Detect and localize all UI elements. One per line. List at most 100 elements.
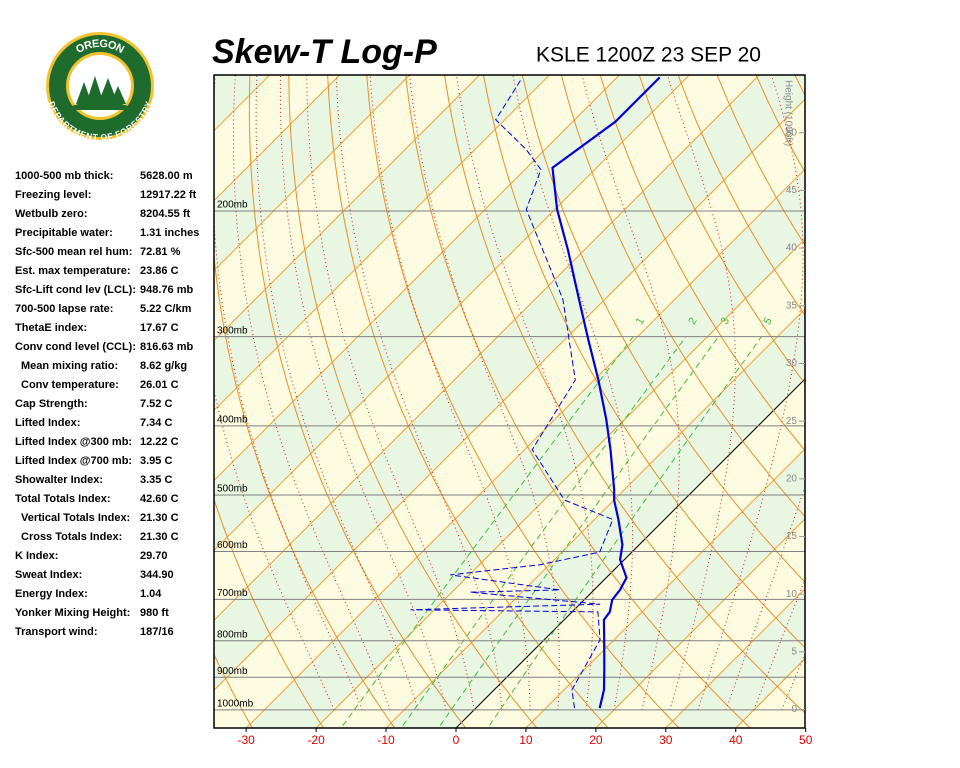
isotherm-band <box>214 75 805 691</box>
dry-adiabat <box>288 75 538 728</box>
dry-adiabat <box>560 75 805 518</box>
dry-adiabat <box>638 75 805 385</box>
index-label: Sfc-Lift cond lev (LCL): <box>15 284 136 296</box>
isotherm <box>665 588 805 728</box>
x-tick-label: -10 <box>377 733 395 747</box>
y-tick-label: 600mb <box>217 540 248 551</box>
axes: 1000mb 900mb 800mb 700mb 600mb 500mb 400mb 300m… <box>217 80 813 747</box>
index-label: Lifted Index @700 mb: <box>15 455 132 467</box>
index-value: 26.01 C <box>140 379 179 391</box>
index-value: 344.90 <box>140 569 174 581</box>
index-value: 5628.00 m <box>140 170 193 182</box>
logo-top-text: OREGON <box>74 38 126 56</box>
index-label: Sfc-500 mean rel hum: <box>15 246 132 258</box>
dry-adiabat <box>482 75 805 649</box>
index-value: 23.86 C <box>140 265 179 277</box>
isotherm <box>385 308 805 728</box>
height-tick-label: 35 <box>786 300 798 311</box>
y-tick-label: 1000mb <box>217 699 254 710</box>
height-axis-label: Height (1000ft) <box>782 80 793 146</box>
y-tick-label: 300mb <box>217 325 248 336</box>
moist-adiabat <box>214 388 335 711</box>
index-value: 8204.55 ft <box>140 208 190 220</box>
moist-adiabat <box>369 75 531 710</box>
index-value: 21.30 C <box>140 512 179 524</box>
logo: OREGON DEPARTMENT OF FORESTRY <box>46 32 154 142</box>
index-label: Cap Strength: <box>15 398 88 410</box>
dry-adiabat <box>214 252 396 728</box>
dry-adiabat <box>922 26 960 734</box>
index-value: 3.35 C <box>140 474 172 486</box>
dry-adiabat <box>327 75 609 728</box>
index-value: 1.04 <box>140 588 162 600</box>
y-tick-label: 800mb <box>217 629 248 640</box>
dry-adiabat <box>366 75 680 728</box>
chart-subtitle: KSLE 1200Z 23 SEP 20 <box>536 44 761 67</box>
index-value: 8.62 g/kg <box>140 360 187 372</box>
moist-adiabat <box>279 75 447 711</box>
index-label: Transport wind: <box>15 626 98 638</box>
height-tick-label: 40 <box>786 243 798 254</box>
index-value: 7.34 C <box>140 417 172 429</box>
index-label: 1000-500 mb thick: <box>15 170 113 182</box>
mixing-ratio-label: 5 <box>761 316 774 327</box>
index-value: 948.76 mb <box>140 284 193 296</box>
indices: 1000-500 mb thick: 5628.00 m Freezing leve… <box>15 170 199 638</box>
isotherm <box>214 75 411 272</box>
isotherm <box>214 75 621 482</box>
index-label: Yonker Mixing Height: <box>15 607 130 619</box>
isotherm <box>870 23 960 734</box>
index-label: Cross Totals Index: <box>21 531 122 543</box>
isotherm <box>214 75 691 552</box>
index-label: Sweat Index: <box>15 569 82 581</box>
height-tick-label: 25 <box>786 416 798 427</box>
height-tick-label: 45 <box>786 185 798 196</box>
index-label: Energy Index: <box>15 588 88 600</box>
height-tick-label: 5 <box>791 646 797 657</box>
index-value: 980 ft <box>140 607 169 619</box>
height-tick-label: 20 <box>786 473 798 484</box>
isotherm <box>804 727 805 728</box>
x-tick-label: 40 <box>729 733 743 747</box>
dry-adiabat <box>885 26 960 734</box>
x-tick-label: 10 <box>519 733 533 747</box>
dry-adiabat <box>521 75 805 583</box>
index-label: Conv temperature: <box>21 379 119 391</box>
x-tick-label: 50 <box>799 733 813 747</box>
index-value: 72.81 % <box>140 246 181 258</box>
y-tick-label: 900mb <box>217 666 248 677</box>
index-label: ThetaE index: <box>15 322 87 334</box>
isotherm <box>214 75 760 621</box>
dry-adiabat <box>405 75 751 728</box>
index-label: 700-500 lapse rate: <box>15 303 113 315</box>
isotherm <box>214 75 551 412</box>
isotherm <box>315 238 805 728</box>
height-tick-label: 10 <box>786 589 798 600</box>
isotherm-band <box>800 23 960 734</box>
index-value: 5.22 C/km <box>140 303 192 315</box>
isotherm <box>525 448 805 728</box>
height-tick-label: 15 <box>786 531 798 542</box>
logo-ground <box>72 101 128 110</box>
mixing-ratio-label: 3 <box>719 316 732 327</box>
height-tick-label: 30 <box>786 358 798 369</box>
index-label: Est. max temperature: <box>15 265 131 277</box>
mixing-ratio-line <box>400 336 687 728</box>
height-tick-label: 50 <box>786 127 798 138</box>
index-label: Mean mixing ratio: <box>21 360 118 372</box>
index-label: K Index: <box>15 550 58 562</box>
index-value: 17.67 C <box>140 322 179 334</box>
x-tick-label: -20 <box>307 733 325 747</box>
isotherm <box>245 168 805 728</box>
mixing-ratio-label: 1 <box>634 316 647 327</box>
dry-adiabat <box>214 653 253 728</box>
index-value: 42.60 C <box>140 493 179 505</box>
mixing-ratio-label: 2 <box>686 316 699 327</box>
moist-adiabat <box>697 75 804 711</box>
dry-adiabat <box>599 75 805 452</box>
isotherm <box>214 75 481 342</box>
isotherm-band <box>870 23 960 734</box>
moist-adiabat <box>666 75 736 711</box>
x-tick-label: -30 <box>238 733 256 747</box>
